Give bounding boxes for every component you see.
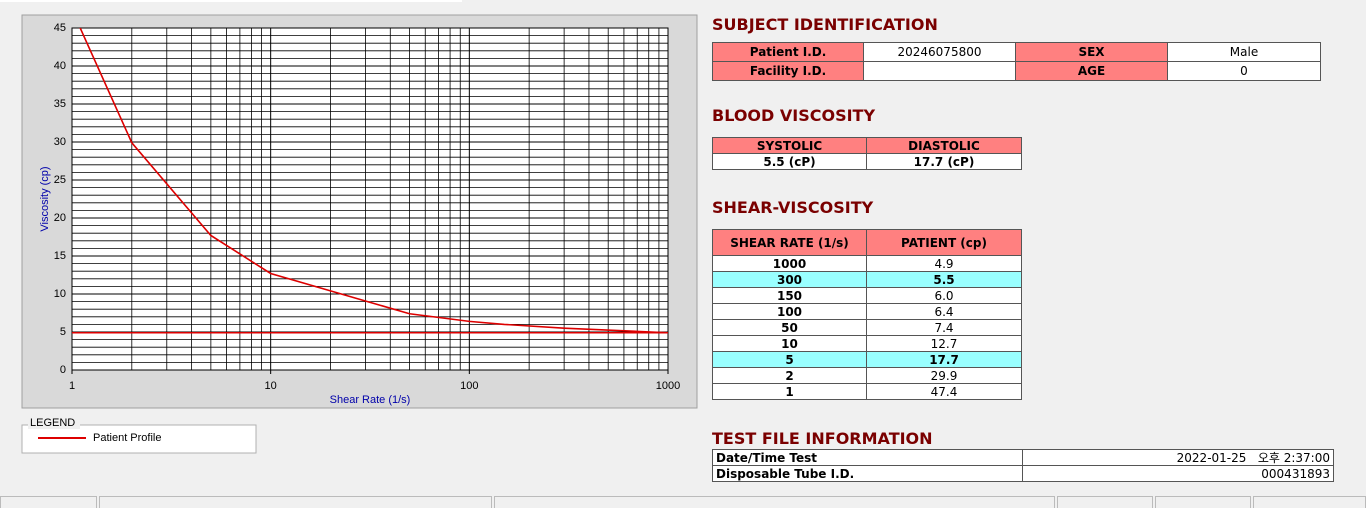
plot-border — [71, 27, 669, 371]
status-cell — [1253, 496, 1366, 508]
x-tick-label: 1 — [69, 380, 75, 392]
section-title: TEST FILE INFORMATION — [712, 429, 933, 448]
section-title: SUBJECT IDENTIFICATION — [712, 15, 938, 34]
field-label: AGE — [1015, 61, 1168, 81]
status-cell — [494, 496, 1055, 508]
plot-area — [72, 28, 668, 370]
table-cell: 5 — [712, 351, 867, 368]
field-label: Patient I.D. — [712, 42, 864, 62]
table-cell: 6.4 — [866, 303, 1022, 320]
field-value: 20246075800 — [863, 42, 1016, 62]
legend-title: LEGEND — [30, 417, 75, 429]
x-axis-label: Shear Rate (1/s) — [330, 394, 411, 406]
column-header: SHEAR RATE (1/s) — [712, 229, 867, 256]
table-cell: 29.9 — [866, 367, 1022, 384]
table-cell: 300 — [712, 271, 867, 288]
y-tick-label: 5 — [60, 326, 66, 338]
field-value: 000431893 — [1022, 465, 1334, 482]
column-header: DIASTOLIC — [866, 137, 1022, 154]
table-cell: 17.7 (cP) — [866, 153, 1022, 170]
column-header: PATIENT (cp) — [866, 229, 1022, 256]
legend-label: Patient Profile — [93, 432, 161, 444]
status-cell — [1155, 496, 1251, 508]
table-cell: 1000 — [712, 255, 867, 272]
table-cell: 50 — [712, 319, 867, 336]
table-cell: 1 — [712, 383, 867, 400]
y-axis-label: Viscosity (cp) — [39, 166, 51, 231]
table-cell: 5.5 (cP) — [712, 153, 867, 170]
y-tick-label: 15 — [54, 250, 66, 262]
table-cell: 100 — [712, 303, 867, 320]
table-cell: 47.4 — [866, 383, 1022, 400]
field-label: Facility I.D. — [712, 61, 864, 81]
table-cell: 150 — [712, 287, 867, 304]
field-value: Male — [1167, 42, 1321, 62]
table-cell: 6.0 — [866, 287, 1022, 304]
field-value — [863, 61, 1016, 81]
x-tick-label: 1000 — [656, 380, 680, 392]
table-cell: 5.5 — [866, 271, 1022, 288]
section-title: SHEAR-VISCOSITY — [712, 198, 874, 217]
y-tick-label: 40 — [54, 60, 66, 72]
y-tick-label: 45 — [54, 22, 66, 34]
column-header: SYSTOLIC — [712, 137, 867, 154]
table-cell: 2 — [712, 367, 867, 384]
field-label: Disposable Tube I.D. — [712, 465, 1023, 482]
field-value: 0 — [1167, 61, 1321, 81]
field-label: SEX — [1015, 42, 1168, 62]
x-tick-label: 10 — [265, 380, 277, 392]
status-cell — [0, 496, 97, 508]
table-cell: 12.7 — [866, 335, 1022, 352]
top-strip — [0, 0, 462, 2]
status-cell — [1057, 496, 1153, 508]
section-title: BLOOD VISCOSITY — [712, 106, 876, 125]
y-tick-label: 20 — [54, 212, 66, 224]
y-tick-label: 30 — [54, 136, 66, 148]
y-tick-label: 10 — [54, 288, 66, 300]
field-value: 2022-01-25 오후 2:37:00 — [1022, 449, 1334, 466]
y-tick-label: 0 — [60, 364, 66, 376]
table-cell: 4.9 — [866, 255, 1022, 272]
y-tick-label: 25 — [54, 174, 66, 186]
legend-title-bg — [28, 417, 80, 429]
y-tick-label: 35 — [54, 98, 66, 110]
x-tick-label: 100 — [460, 380, 478, 392]
table-cell: 10 — [712, 335, 867, 352]
field-label: Date/Time Test — [712, 449, 1023, 466]
table-cell: 17.7 — [866, 351, 1022, 368]
table-cell: 7.4 — [866, 319, 1022, 336]
status-cell — [99, 496, 492, 508]
data-line — [79, 28, 668, 334]
